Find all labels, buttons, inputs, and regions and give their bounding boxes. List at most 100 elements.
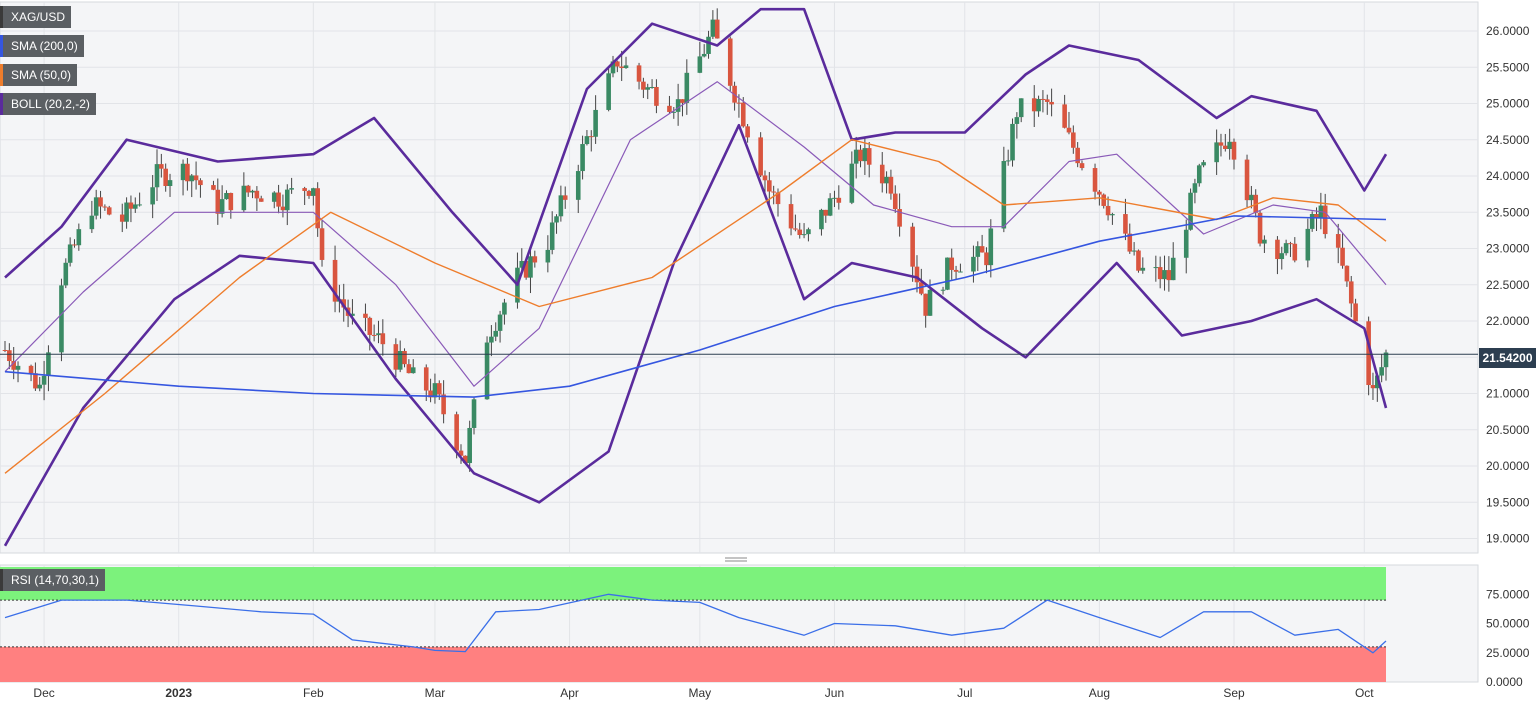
candle-down: [306, 190, 312, 196]
candle-up: [37, 384, 43, 389]
candle-down: [910, 226, 915, 267]
sma200-legend[interactable]: SMA (200,0): [0, 35, 84, 57]
candle-down: [1101, 194, 1107, 206]
candle-down: [1370, 385, 1376, 389]
sma200-line: [4, 215, 1387, 398]
candle-up: [1192, 183, 1198, 193]
candle-up: [497, 314, 503, 331]
candle-up: [645, 87, 651, 90]
sma50-legend[interactable]: SMA (50,0): [0, 64, 78, 86]
candle-down: [1123, 214, 1128, 234]
candle-up: [832, 197, 837, 199]
candle-up: [1131, 250, 1137, 252]
candle-up: [623, 65, 629, 69]
y-tick-label: 25.0000: [1486, 97, 1530, 111]
candle-down: [1075, 147, 1080, 164]
candle-up: [971, 256, 976, 272]
y-tick-label: 25.5000: [1486, 60, 1530, 74]
candle-down: [680, 99, 685, 103]
candle-down: [228, 192, 234, 211]
candle-down: [302, 188, 307, 191]
candle-down: [33, 373, 38, 389]
candle-down: [654, 86, 659, 106]
candle-up: [124, 202, 129, 222]
candle-down: [1062, 104, 1067, 128]
candle-up: [1227, 141, 1232, 149]
candle-down: [380, 333, 386, 345]
candle-down: [588, 136, 594, 138]
candle-down: [619, 66, 624, 69]
candle-down: [428, 390, 433, 398]
candle-up: [284, 189, 290, 211]
candle-up: [575, 171, 581, 200]
candle-down: [276, 192, 281, 207]
candle-up: [376, 333, 381, 336]
candle-up: [554, 216, 559, 223]
candle-up: [675, 99, 681, 112]
last-price-tag: 21.54200: [1479, 348, 1536, 368]
candle-up: [1249, 194, 1254, 201]
candle-up: [289, 188, 294, 190]
candle-up: [988, 228, 994, 266]
candle-up: [1375, 375, 1380, 389]
candle-down: [72, 244, 77, 246]
candle-down: [463, 455, 468, 464]
candle-up: [606, 73, 611, 110]
candle-up: [241, 185, 247, 211]
rsi-legend[interactable]: RSI (14,70,30,1): [0, 569, 106, 591]
x-tick-label: Aug: [1089, 686, 1110, 700]
candle-down: [1079, 163, 1085, 169]
candle-down: [193, 175, 199, 181]
candle-down: [1031, 98, 1037, 112]
candle-up: [610, 61, 616, 74]
x-tick-label: Feb: [303, 686, 324, 700]
candle-up: [493, 330, 499, 337]
candle-down: [159, 164, 164, 169]
candle-up: [1188, 192, 1193, 230]
candle-up: [819, 209, 824, 230]
rsi-tick-label: 75.0000: [1486, 587, 1530, 601]
candle-down: [436, 383, 442, 395]
candle-down: [923, 293, 928, 316]
candle-up: [1014, 117, 1020, 124]
x-tick-label: Oct: [1355, 686, 1374, 700]
candle-down: [128, 202, 134, 209]
candle-down: [393, 344, 399, 370]
candle-down: [532, 256, 538, 263]
candle-down: [866, 148, 872, 165]
candle-up: [154, 164, 160, 188]
candle-up: [1283, 243, 1289, 254]
candle-down: [1092, 168, 1098, 192]
candle-down: [1136, 250, 1141, 271]
candle-down: [1049, 101, 1054, 105]
candle-down: [892, 193, 898, 210]
symbol-legend[interactable]: XAG/USD: [0, 6, 72, 28]
candle-down: [1353, 303, 1358, 322]
candle-down: [215, 189, 221, 214]
candle-up: [1110, 214, 1115, 216]
candle-down: [1366, 321, 1371, 386]
candle-up: [311, 188, 316, 196]
candle-up: [397, 351, 403, 370]
candle-up: [59, 285, 64, 353]
candle-down: [1157, 267, 1163, 280]
candle-up: [1183, 229, 1189, 258]
candle-down: [245, 185, 251, 193]
candle-down: [280, 206, 286, 211]
candle-up: [593, 109, 598, 137]
candle-down: [102, 206, 108, 208]
candle-up: [684, 72, 690, 103]
x-tick-label: 2023: [165, 686, 192, 700]
candle-down: [406, 364, 412, 374]
boll-legend[interactable]: BOLL (20,2,-2): [0, 93, 96, 115]
candle-up: [41, 375, 47, 385]
y-tick-label: 22.0000: [1486, 314, 1530, 328]
candle-up: [15, 365, 21, 370]
candle-down: [1348, 281, 1354, 304]
candle-up: [432, 383, 438, 398]
candle-up: [1214, 142, 1219, 163]
candle-up: [1305, 228, 1311, 261]
candle-down: [332, 259, 338, 302]
candle-up: [137, 204, 142, 206]
